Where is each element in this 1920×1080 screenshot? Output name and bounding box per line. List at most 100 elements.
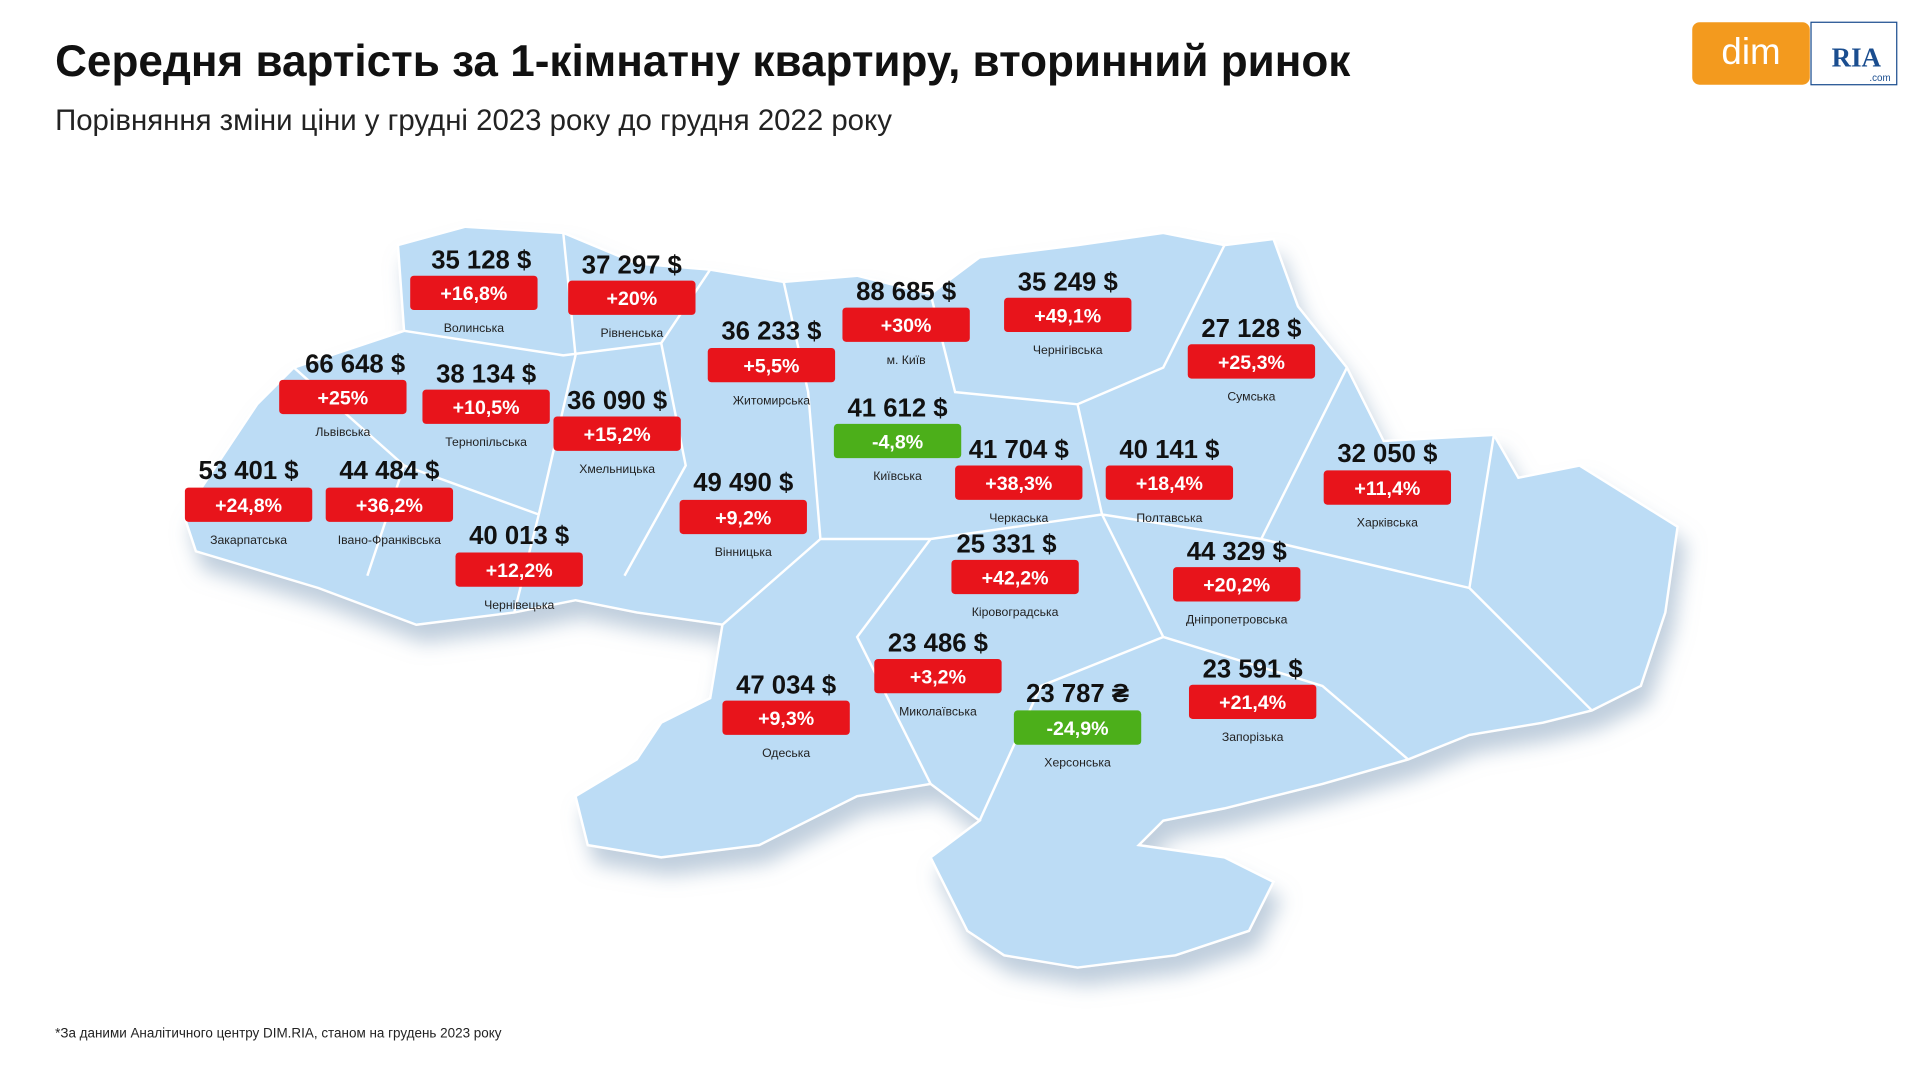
region-change: +11,4%: [1354, 478, 1420, 500]
region-change: -4,8%: [872, 431, 923, 453]
region-price: 23 486 $: [888, 630, 988, 658]
region-price: 23 591 $: [1203, 655, 1303, 683]
region-change: +38,3%: [985, 473, 1052, 495]
region-price: 32 050 $: [1337, 440, 1437, 468]
region-name: м. Київ: [887, 353, 926, 367]
region-change: +49,1%: [1034, 305, 1101, 327]
region-change: +9,3%: [758, 708, 814, 730]
region-change: +9,2%: [715, 507, 771, 529]
region-change: +25%: [318, 387, 369, 409]
region-price: 36 233 $: [721, 317, 821, 345]
region-name: Тернопільська: [445, 435, 527, 449]
region-price: 37 297 $: [582, 251, 682, 279]
region-price: 44 329 $: [1187, 538, 1287, 566]
change-badge: [553, 416, 681, 451]
change-badge: [279, 379, 407, 415]
change-badge: [1173, 567, 1301, 602]
logo-domain: .com: [1869, 73, 1890, 84]
region-name: Київська: [873, 469, 922, 483]
region-name: Житомирська: [733, 393, 811, 407]
region-name: Івано-Франківська: [338, 533, 441, 547]
region-change: +20,2%: [1203, 575, 1270, 597]
region-price: 44 484 $: [339, 457, 439, 485]
region-name: Волинська: [444, 321, 505, 335]
region-price: 41 612 $: [848, 395, 948, 423]
region-price: 47 034 $: [736, 671, 836, 699]
logo-right-bg: [1810, 21, 1898, 86]
region-change: +5,5%: [743, 355, 799, 377]
region-name: Дніпропетровська: [1186, 612, 1288, 626]
region-change: +18,4%: [1136, 473, 1203, 495]
region-price: 66 648 $: [305, 350, 405, 378]
region-name: Одеська: [762, 746, 810, 760]
region-name: Полтавська: [1136, 511, 1202, 525]
change-badge: [1188, 684, 1317, 719]
change-badge: [1105, 465, 1234, 500]
region-name: Запорізька: [1222, 730, 1284, 744]
region-price: 38 134 $: [436, 360, 536, 388]
region-name: Львівська: [315, 425, 370, 439]
region-price: 35 128 $: [431, 246, 531, 274]
region-change: +30%: [881, 315, 932, 337]
change-badge: [410, 275, 538, 311]
change-badge: [955, 465, 1083, 500]
footnote: *За даними Аналітичного центру DIM.RIA, …: [55, 1025, 502, 1040]
logo-left: dim: [1721, 31, 1780, 72]
region-price: 36 090 $: [567, 387, 667, 415]
region-name: Хмельницька: [579, 462, 655, 476]
region-change: +24,8%: [215, 495, 282, 517]
region-price: 27 128 $: [1201, 315, 1301, 343]
region-change: +42,2%: [982, 567, 1049, 589]
region-name: Чернівецька: [484, 598, 554, 612]
region-price: 23 787 ₴: [1026, 680, 1129, 708]
change-badge: [707, 347, 836, 383]
change-badge: [325, 487, 454, 522]
change-badge: [842, 307, 970, 342]
region-name: Миколаївська: [899, 704, 977, 718]
region-name: Кіровоградська: [972, 605, 1059, 619]
logo-right: RIA: [1832, 42, 1882, 72]
region-name: Рівненська: [601, 326, 664, 340]
region-price: 41 704 $: [969, 436, 1069, 464]
region-change: +36,2%: [356, 495, 423, 517]
region-price: 88 685 $: [856, 278, 956, 306]
region-change: +3,2%: [910, 666, 966, 688]
region-change: +25,3%: [1218, 352, 1285, 374]
change-badge: [951, 559, 1079, 595]
region-price: 40 141 $: [1119, 436, 1219, 464]
title: Середня вартість за 1-кімнатну квартиру,…: [55, 37, 1351, 86]
change-badge: [722, 700, 850, 735]
subtitle: Порівняння зміни ціни у грудні 2023 року…: [55, 104, 892, 137]
change-badge: [568, 280, 696, 315]
region-name: Сумська: [1227, 390, 1275, 404]
region-change: +10,5%: [453, 397, 520, 419]
map-outline: [182, 225, 1679, 969]
change-badge: [1187, 344, 1316, 379]
change-badge: [455, 552, 583, 587]
region-name: Чернігівська: [1033, 343, 1103, 357]
change-badge: [1013, 710, 1142, 745]
region-change: +20%: [607, 288, 658, 310]
region-name: Харківська: [1357, 516, 1418, 530]
change-badge: [422, 389, 550, 424]
region-name: Вінницька: [715, 545, 772, 559]
change-badge: [1323, 470, 1452, 505]
region-price: 35 249 $: [1018, 268, 1118, 296]
region-price: 49 490 $: [693, 469, 793, 497]
region-name: Черкаська: [989, 511, 1048, 525]
change-badge: [679, 499, 807, 535]
change-badge: [184, 487, 313, 522]
region-name: Закарпатська: [210, 533, 287, 547]
region-price: 53 401 $: [199, 457, 299, 485]
region-change: +21,4%: [1219, 692, 1286, 714]
logo: dim RIA .com: [1692, 21, 1898, 86]
region-change: +12,2%: [486, 560, 553, 582]
region-change: -24,9%: [1047, 718, 1109, 740]
change-badge: [833, 423, 962, 459]
region-price: 40 013 $: [469, 522, 569, 550]
region-name: Херсонська: [1044, 756, 1111, 770]
region-price: 25 331 $: [956, 530, 1056, 558]
change-badge: [1004, 297, 1132, 333]
region-change: +16,8%: [440, 283, 507, 305]
